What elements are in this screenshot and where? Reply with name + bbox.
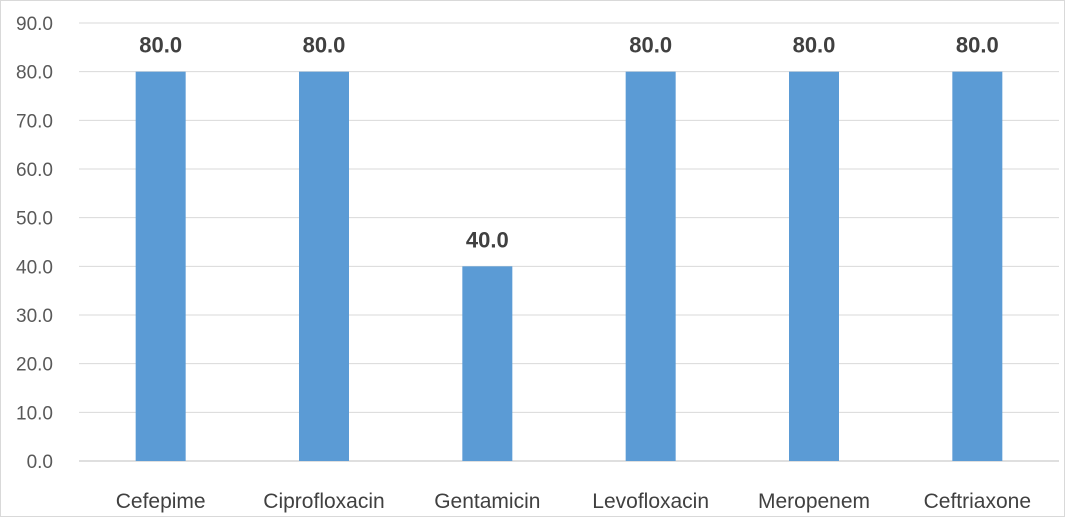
y-tick-label: 0.0 xyxy=(27,452,53,473)
y-tick-label: 50.0 xyxy=(16,209,53,230)
bar-cefepime xyxy=(135,71,186,462)
y-tick-label: 40.0 xyxy=(16,257,53,278)
x-category-label: Levofloxacin xyxy=(592,490,709,513)
bars xyxy=(135,71,1003,462)
y-tick-label: 70.0 xyxy=(16,111,53,132)
bar-gentamicin xyxy=(462,266,513,461)
x-category-label: Cefepime xyxy=(116,490,206,513)
x-axis-categories: Cefepime Ciprofloxacin Gentamicin Levofloxa… xyxy=(116,490,1031,513)
y-tick-label: 30.0 xyxy=(16,306,53,327)
bar-levofloxacin xyxy=(625,71,676,462)
y-tick-label: 80.0 xyxy=(16,63,53,84)
y-tick-label: 20.0 xyxy=(16,355,53,376)
data-label: 80.0 xyxy=(956,33,999,58)
data-label: 80.0 xyxy=(303,33,346,58)
x-category-label: Meropenem xyxy=(758,490,870,513)
x-category-label: Ciprofloxacin xyxy=(263,490,384,513)
bar-ceftriaxone xyxy=(952,71,1003,462)
y-tick-label: 90.0 xyxy=(16,14,53,35)
data-label: 80.0 xyxy=(793,33,836,58)
y-axis-ticks: 0.0 10.0 20.0 30.0 40.0 50.0 60.0 70.0 80.0 90.0 xyxy=(16,14,53,473)
data-labels: 80.0 80.0 40.0 80.0 80.0 80.0 xyxy=(139,33,998,253)
y-tick-label: 10.0 xyxy=(16,403,53,424)
bar-meropenem xyxy=(789,71,839,462)
bar-ciprofloxacin xyxy=(299,71,349,462)
y-tick-label: 60.0 xyxy=(16,160,53,181)
data-label: 40.0 xyxy=(466,227,509,252)
x-category-label: Gentamicin xyxy=(434,490,540,513)
x-category-label: Ceftriaxone xyxy=(924,490,1031,513)
data-label: 80.0 xyxy=(629,33,672,58)
data-label: 80.0 xyxy=(139,33,182,58)
gridlines xyxy=(79,22,1059,462)
